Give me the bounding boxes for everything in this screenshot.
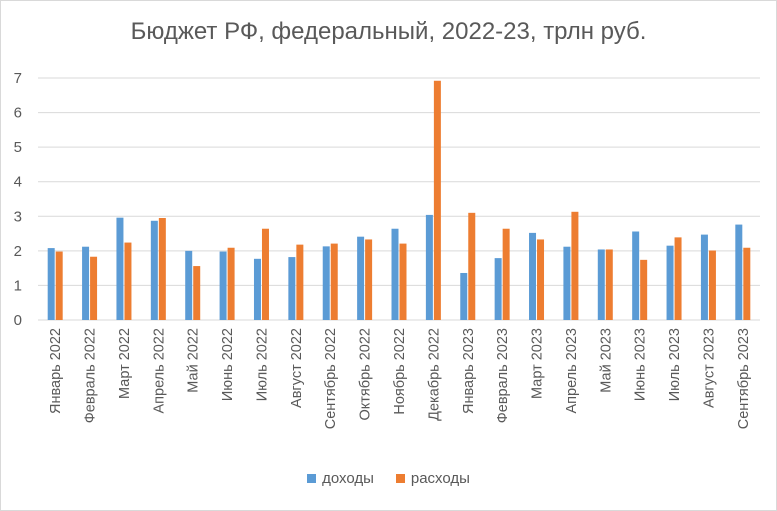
legend-swatch-income (307, 474, 317, 483)
bar-expenses (537, 239, 545, 320)
bar-expenses (193, 266, 201, 320)
legend-item-expenses: расходы (395, 470, 470, 487)
bar-income (150, 220, 158, 320)
bar-expenses (399, 243, 407, 320)
y-tick-label: 3 (14, 208, 22, 225)
bar-income (185, 250, 193, 320)
legend-item-income: доходы (307, 470, 374, 487)
bar-income (322, 246, 330, 320)
x-tick-label: Июль 2023 (667, 328, 683, 401)
bar-expenses (296, 244, 304, 320)
bar-expenses (261, 228, 269, 320)
bar-expenses (674, 237, 682, 320)
bar-income (666, 245, 674, 320)
bar-expenses (502, 228, 510, 320)
bar-income (529, 232, 537, 320)
bar-income (82, 246, 90, 320)
bar-expenses (571, 211, 579, 320)
x-tick-label: Январь 2023 (461, 328, 477, 414)
y-tick-label: 7 (14, 70, 22, 87)
x-tick-label: Апрель 2023 (564, 328, 580, 413)
x-tick-label: Август 2022 (289, 328, 305, 408)
x-tick-label: Февраль 2023 (495, 328, 511, 423)
x-tick-label: Ноябрь 2022 (392, 328, 408, 415)
bar-income (219, 251, 227, 320)
bar-income (47, 248, 55, 320)
chart-title: Бюджет РФ, федеральный, 2022-23, трлн ру… (130, 18, 647, 45)
bar-income (597, 249, 605, 320)
bar-expenses (124, 242, 132, 320)
x-tick-label: Март 2023 (530, 328, 546, 399)
bar-expenses (55, 251, 63, 320)
bar-income (288, 257, 296, 320)
bar-expenses (468, 212, 476, 320)
x-tick-label: Июнь 2022 (220, 328, 236, 401)
y-tick-label: 1 (14, 277, 22, 294)
bar-income (253, 258, 261, 320)
x-tick-label: Октябрь 2022 (358, 328, 374, 421)
bar-income (425, 214, 433, 320)
bar-income (357, 236, 365, 320)
x-tick-label: Январь 2022 (48, 328, 64, 414)
x-tick-label: Февраль 2022 (83, 328, 99, 423)
legend-label-expenses: расходы (410, 470, 470, 487)
x-tick-label: Июль 2022 (254, 328, 270, 401)
legend-label-income: доходы (322, 470, 374, 487)
x-tick-label: Март 2022 (117, 328, 133, 399)
bar-expenses (640, 259, 648, 320)
bar-income (700, 234, 708, 320)
bar-expenses (227, 247, 235, 320)
bar-expenses (330, 243, 338, 320)
bar-expenses (365, 239, 373, 320)
y-tick-label: 4 (14, 174, 22, 191)
bar-expenses (708, 250, 716, 320)
bar-income (116, 217, 124, 320)
x-tick-label: Май 2022 (186, 328, 202, 393)
legend-swatch-expenses (395, 474, 405, 483)
x-tick-label: Август 2023 (701, 328, 717, 408)
x-tick-label: Сентябрь 2022 (323, 328, 339, 429)
bar-expenses (433, 80, 441, 320)
bar-expenses (743, 247, 751, 320)
bar-income (494, 258, 502, 320)
bar-income (563, 246, 571, 320)
x-tick-label: Декабрь 2022 (426, 328, 442, 421)
x-tick-label: Апрель 2022 (151, 328, 167, 413)
bar-expenses (90, 256, 98, 320)
y-tick-label: 0 (14, 312, 22, 329)
bar-income (460, 272, 468, 320)
bar-income (391, 228, 399, 320)
y-tick-label: 2 (14, 243, 22, 260)
x-tick-label: Сентябрь 2023 (736, 328, 752, 429)
y-tick-label: 5 (14, 139, 22, 156)
legend: доходы расходы (0, 470, 777, 487)
x-tick-label: Июнь 2023 (633, 328, 649, 401)
bar-income (735, 224, 743, 320)
bar-expenses (605, 249, 613, 320)
x-tick-label: Май 2023 (598, 328, 614, 393)
y-tick-label: 6 (14, 105, 22, 122)
bar-expenses (158, 218, 166, 320)
bar-income (632, 231, 640, 320)
